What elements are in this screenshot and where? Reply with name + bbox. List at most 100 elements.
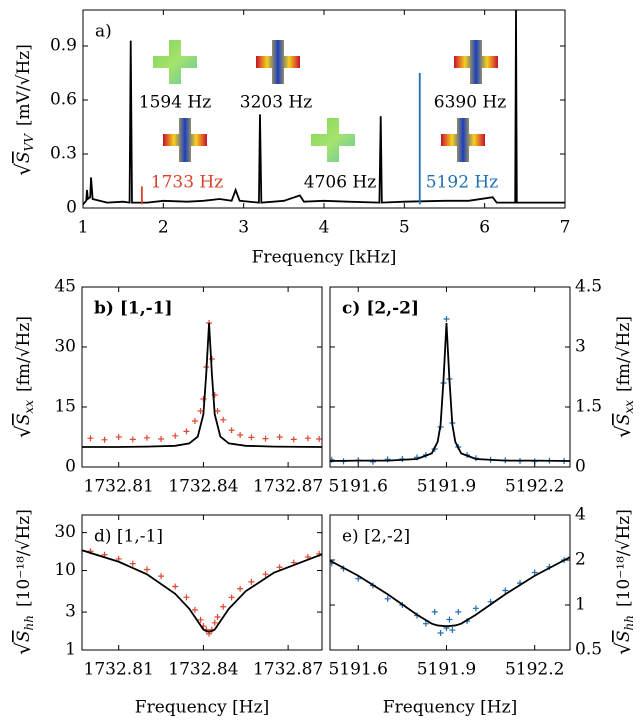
plot-area — [330, 556, 570, 636]
y-tick-label: 0.3 — [50, 144, 77, 164]
plot-area — [330, 316, 570, 465]
data-point — [214, 408, 221, 414]
x-tick-label: 1732.84 — [168, 477, 238, 497]
y-label-unit: [10⁻¹⁸/√Hz] — [14, 509, 34, 607]
y-label-symbol: S — [14, 414, 34, 426]
y-label-symbol: S — [14, 151, 34, 163]
data-point — [248, 434, 255, 441]
mode-shape-icon — [311, 118, 355, 162]
data-line — [330, 322, 570, 462]
panel-label: e) [2,-2] — [342, 527, 410, 547]
data-point — [276, 434, 283, 440]
data-point — [262, 435, 269, 442]
y-tick-label: 15 — [54, 397, 76, 417]
data-point — [191, 418, 198, 424]
peak-annotation: 5192 Hz — [426, 173, 498, 193]
y-tick-label: 3 — [575, 337, 586, 357]
plot-area — [83, 10, 565, 205]
mode-shape-icon — [163, 118, 207, 162]
y-tick-label: 3 — [65, 602, 76, 622]
peak-annotation: 1594 Hz — [139, 93, 211, 113]
x-tick-label: 5192.2 — [505, 477, 564, 497]
data-point — [384, 456, 391, 463]
data-point — [143, 434, 150, 441]
y-axis-label: √Sxx [fm/√Hz] — [611, 316, 636, 438]
y-tick-label: 1.5 — [575, 397, 602, 417]
y-tick-label: 1 — [65, 640, 76, 660]
data-point — [431, 608, 438, 615]
data-point — [237, 585, 244, 592]
x-tick-label: 5191.9 — [417, 477, 476, 497]
data-line — [83, 10, 565, 205]
data-point — [158, 436, 165, 442]
y-tick-label: 0 — [66, 198, 77, 218]
data-point — [304, 435, 311, 442]
y-label-subscript: xx — [22, 400, 36, 414]
data-point — [183, 594, 190, 601]
data-point — [143, 566, 150, 573]
data-point — [422, 620, 429, 627]
data-point — [443, 316, 450, 322]
y-tick-label: 10 — [54, 560, 76, 580]
panel-label: a) — [95, 22, 112, 42]
data-line — [330, 556, 570, 628]
panel-label: b) [1,-1] — [94, 299, 173, 319]
x-tick-label: 1732.81 — [84, 660, 154, 680]
peak-annotation: 4706 Hz — [304, 173, 376, 193]
data-point — [237, 432, 244, 438]
x-tick-label: 5191.9 — [417, 660, 476, 680]
x-axis-label: Frequency [Hz] — [383, 698, 517, 718]
x-tick-label: 5191.6 — [328, 660, 387, 680]
peak-annotation: 6390 Hz — [434, 93, 506, 113]
y-tick-label: 45 — [54, 277, 76, 297]
x-tick-label: 1732.81 — [84, 477, 154, 497]
y-tick-label: 0 — [575, 457, 586, 477]
axes-frame — [329, 286, 571, 468]
y-label-root: √ — [11, 425, 35, 438]
x-axis-label: Frequency [Hz] — [135, 698, 269, 718]
y-tick-label: 4.5 — [575, 277, 602, 297]
x-tick-label: 6 — [479, 218, 490, 238]
data-point — [384, 595, 391, 602]
y-label-unit: [10⁻¹⁸/√Hz] — [614, 509, 634, 607]
y-tick-label: 30 — [54, 337, 76, 357]
y-axis-label: √Shh [10⁻¹⁸/√Hz] — [611, 509, 636, 655]
x-tick-label: 5191.6 — [328, 477, 387, 497]
data-line — [82, 549, 322, 633]
data-point — [228, 427, 235, 434]
y-axis-label: √SVV [mV/√Hz] — [11, 44, 36, 176]
x-tick-label: 1732.87 — [253, 660, 323, 680]
data-point — [449, 627, 456, 634]
plot-area — [82, 320, 322, 448]
data-point — [276, 564, 283, 571]
data-point — [502, 587, 509, 594]
data-point — [262, 571, 269, 578]
data-point — [531, 569, 538, 576]
data-point — [197, 616, 204, 623]
y-label-symbol: S — [14, 630, 34, 642]
mode-shape-icon — [256, 40, 300, 84]
data-line — [82, 322, 322, 448]
axes-frame — [329, 514, 571, 651]
y-axis-label: √Shh [10⁻¹⁸/√Hz] — [11, 509, 36, 655]
data-point — [172, 432, 179, 439]
plot-area — [82, 548, 322, 637]
data-point — [172, 583, 179, 590]
data-point — [316, 436, 322, 442]
data-point — [87, 435, 94, 442]
mode-shape-icon — [454, 40, 498, 84]
y-label-subscript: VV — [22, 133, 36, 152]
data-point — [158, 573, 165, 580]
y-tick-label: 4 — [575, 505, 586, 525]
x-tick-label: 1732.84 — [168, 660, 238, 680]
x-tick-label: 7 — [560, 218, 571, 238]
data-point — [129, 560, 136, 567]
x-axis-label: Frequency [kHz] — [252, 248, 397, 268]
y-tick-label: 0 — [65, 457, 76, 477]
data-point — [437, 629, 444, 636]
y-label-root: √ — [611, 642, 635, 655]
data-point — [197, 408, 204, 414]
axes-frame — [81, 286, 323, 468]
peak-annotation: 3203 Hz — [240, 93, 312, 113]
